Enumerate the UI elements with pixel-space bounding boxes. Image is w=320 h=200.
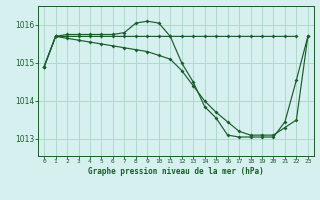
X-axis label: Graphe pression niveau de la mer (hPa): Graphe pression niveau de la mer (hPa) (88, 167, 264, 176)
